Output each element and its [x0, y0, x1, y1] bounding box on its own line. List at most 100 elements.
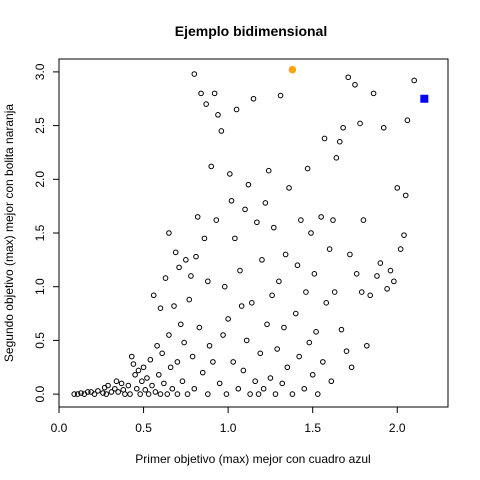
- data-point: [340, 124, 346, 131]
- data-point: [166, 230, 172, 236]
- data-point: [149, 382, 155, 389]
- data-point: [166, 332, 172, 338]
- data-point: [387, 267, 394, 274]
- data-point: [249, 300, 255, 306]
- data-point: [183, 257, 189, 263]
- data-point: [157, 391, 164, 397]
- data-point: [296, 353, 302, 360]
- data-point: [220, 332, 226, 338]
- data-point: [331, 289, 338, 295]
- data-point: [216, 380, 223, 387]
- y-tick-label: 1.0: [33, 278, 47, 295]
- data-point: [232, 235, 238, 242]
- plot-frame: [58, 58, 449, 408]
- data-point: [108, 389, 115, 395]
- data-point: [270, 224, 277, 231]
- data-point: [384, 286, 390, 292]
- data-point: [71, 391, 78, 397]
- data-point: [411, 77, 417, 84]
- data-point: [247, 391, 253, 397]
- data-point: [235, 385, 242, 392]
- data-point: [402, 192, 409, 199]
- data-point: [352, 81, 358, 88]
- data-point: [264, 321, 270, 328]
- data-point: [404, 117, 411, 124]
- y-axis-label: Segundo objetivo (max) mejor con bolita …: [2, 104, 16, 362]
- data-point: [304, 165, 311, 172]
- data-point: [377, 260, 384, 266]
- data-point: [215, 112, 221, 118]
- data-point: [267, 375, 274, 381]
- data-point: [155, 371, 162, 378]
- data-point: [259, 257, 265, 263]
- data-point: [318, 214, 324, 220]
- data-point: [237, 267, 243, 274]
- y-tick-label: 1.5: [33, 224, 47, 241]
- data-point: [238, 303, 245, 309]
- data-point: [167, 364, 174, 371]
- data-point: [205, 278, 211, 285]
- y-tick-label: 0.5: [33, 332, 47, 349]
- data-point: [292, 310, 299, 317]
- data-point: [130, 361, 137, 367]
- data-point: [309, 371, 316, 378]
- data-point: [343, 348, 350, 354]
- data-point: [394, 185, 401, 191]
- data-point: [147, 356, 154, 363]
- data-point: [154, 342, 160, 349]
- data-point: [103, 391, 110, 397]
- data-point: [191, 385, 198, 392]
- data-point: [401, 232, 407, 238]
- data-point: [243, 337, 250, 344]
- data-point: [172, 249, 179, 256]
- y-tick-label: 2.5: [33, 117, 47, 134]
- data-point: [132, 371, 138, 378]
- data-point: [328, 378, 335, 385]
- data-point: [142, 387, 149, 393]
- data-point: [95, 388, 101, 394]
- data-point: [333, 155, 340, 161]
- data-point: [227, 171, 233, 177]
- data-points: [71, 65, 429, 397]
- data-point: [252, 378, 258, 385]
- data-point: [360, 217, 367, 223]
- data-point: [330, 217, 336, 223]
- x-axis-label: Primer objetivo (max) mejor con cuadro a…: [135, 452, 370, 466]
- data-point: [184, 391, 191, 397]
- data-point: [225, 316, 231, 322]
- data-point: [162, 275, 169, 281]
- data-point: [100, 390, 106, 396]
- data-point: [78, 390, 84, 396]
- data-point: [84, 389, 91, 395]
- x-tick-label: 0.0: [51, 421, 68, 435]
- data-point: [122, 391, 128, 397]
- data-point: [171, 303, 177, 309]
- data-point: [298, 217, 304, 223]
- data-point: [260, 385, 267, 392]
- data-point: [345, 74, 352, 81]
- data-point: [139, 378, 145, 385]
- data-point: [301, 385, 308, 392]
- data-point: [306, 339, 313, 346]
- data-point: [152, 389, 159, 395]
- data-point: [211, 90, 218, 97]
- data-point: [326, 246, 333, 252]
- data-point: [205, 391, 211, 397]
- data-point: [164, 391, 171, 397]
- data-point: [208, 163, 215, 170]
- data-point: [257, 350, 264, 357]
- data-point: [242, 206, 248, 213]
- data-point: [150, 292, 157, 299]
- data-point: [221, 283, 228, 290]
- data-point: [198, 90, 204, 97]
- x-tick-label: 1.0: [220, 421, 237, 435]
- data-point: [286, 185, 292, 191]
- y-tick-label: 3.0: [33, 63, 47, 80]
- y-axis: 0.0 0.5 1.0 1.5 2.0 2.5 3.0: [33, 63, 59, 402]
- data-point: [201, 235, 208, 242]
- data-point: [186, 296, 193, 303]
- data-point: [144, 375, 150, 381]
- data-point: [255, 391, 262, 397]
- data-point: [177, 321, 184, 328]
